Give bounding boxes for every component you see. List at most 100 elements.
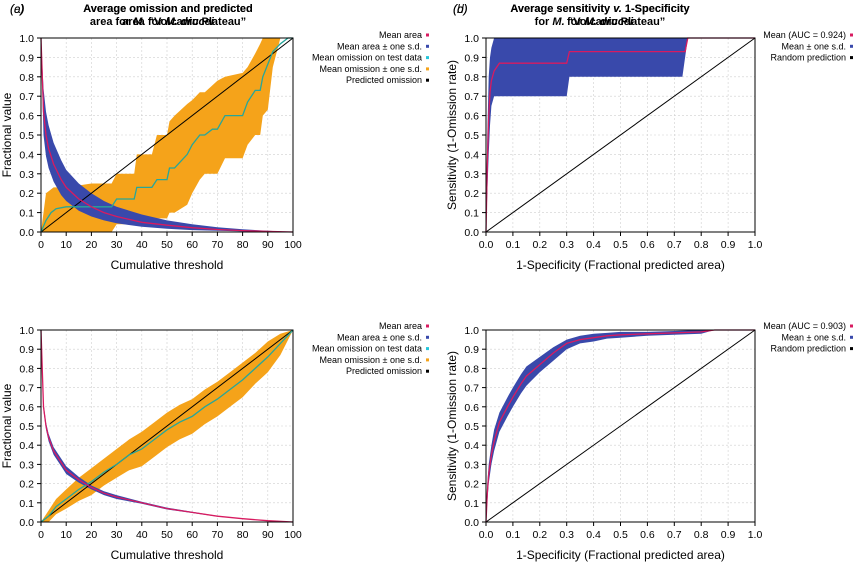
panel-letter: (a) <box>10 2 25 16</box>
y-tick-label: 0.6 <box>19 402 34 414</box>
legend-swatch <box>426 358 429 362</box>
series-line-predicted-omission <box>40 329 294 523</box>
series-line-random-prediction <box>485 329 756 523</box>
legend-swatch <box>850 56 853 60</box>
legend: Mean (AUC = 0.903)Mean ± one s.d. Random … <box>763 321 853 354</box>
x-tick-label: 30 <box>111 239 123 251</box>
panel-title-line-1: Average omission and predicted <box>83 3 253 15</box>
legend-label: Mean omission on test data <box>312 344 422 354</box>
y-tick-label: 0.4 <box>19 440 34 452</box>
axis-ticks: 0 10 20 30 40 50 60 70 80 90 100 0.0 0.1 0.2 0.3 0.4 0.5… <box>19 33 302 251</box>
series-line-mean-area <box>40 329 294 523</box>
legend-label: Predicted omission <box>346 366 422 376</box>
y-tick-label: 0.8 <box>19 363 34 375</box>
x-axis-label: Cumulative threshold <box>111 258 224 272</box>
y-tick-label: 0.9 <box>464 344 479 356</box>
y-tick-label: 0.2 <box>19 479 34 491</box>
series-line-mean-auc-0-903 <box>485 329 755 523</box>
y-tick-label: 0.8 <box>19 72 34 84</box>
legend-label: Random prediction <box>770 53 846 63</box>
y-tick-label: 0.5 <box>19 130 34 142</box>
panel-title-line-2: for M. “Volcanic Plateau” <box>535 16 666 28</box>
legend-label: Random prediction <box>770 344 846 354</box>
y-tick-label: 0.0 <box>464 227 479 239</box>
y-tick-label: 0.1 <box>464 498 479 510</box>
legend-label: Mean area ± one s.d. <box>337 41 422 51</box>
series-line-predicted-omission <box>40 37 294 233</box>
legend-swatch <box>850 335 853 339</box>
x-tick-label: 60 <box>186 239 198 251</box>
y-tick-label: 0.3 <box>464 459 479 471</box>
x-tick-label: 90 <box>262 529 274 541</box>
x-tick-label: 0.3 <box>559 239 574 251</box>
series-line-mean-omission-on-test-data <box>40 329 294 523</box>
legend-swatch <box>426 324 429 328</box>
y-tick-label: 1.0 <box>19 325 34 337</box>
x-tick-label: 0.0 <box>479 529 494 541</box>
x-tick-label: 0 <box>38 239 44 251</box>
legend-swatch <box>850 44 853 48</box>
legend-swatch <box>426 78 429 82</box>
y-tick-label: 0.0 <box>19 517 34 529</box>
y-axis-label: Fractional value <box>0 92 14 177</box>
legend-label: Mean omission on test data <box>312 53 422 63</box>
x-tick-label: 0.5 <box>613 239 628 251</box>
x-tick-label: 0.7 <box>667 529 682 541</box>
x-tick-label: 100 <box>284 239 302 251</box>
x-tick-label: 0.1 <box>506 239 521 251</box>
legend-swatch <box>426 56 429 60</box>
y-tick-label: 0.7 <box>19 383 34 395</box>
y-tick-label: 0.9 <box>19 344 34 356</box>
y-tick-label: 0.5 <box>464 130 479 142</box>
y-tick-label: 0.1 <box>19 208 34 220</box>
legend-swatch <box>426 347 429 351</box>
series-line-random-prediction <box>485 37 756 233</box>
x-axis-label: Cumulative threshold <box>111 548 224 562</box>
y-tick-label: 0.7 <box>464 383 479 395</box>
x-tick-label: 0.1 <box>506 529 521 541</box>
series-line-mean-area <box>40 37 294 233</box>
x-tick-label: 0.7 <box>667 239 682 251</box>
panel-title-line-1: Average omission and predicted <box>83 3 253 15</box>
panel-letter: (c) <box>10 2 24 16</box>
y-tick-label: 0.8 <box>464 72 479 84</box>
legend-swatch <box>426 335 429 339</box>
y-tick-label: 0.4 <box>19 149 34 161</box>
y-tick-label: 0.7 <box>464 91 479 103</box>
legend-label: Mean area <box>379 30 422 40</box>
legend-swatch <box>850 33 853 37</box>
legend-label: Mean (AUC = 0.903) <box>763 321 846 331</box>
y-tick-label: 0.3 <box>19 169 34 181</box>
legend-label: Mean area <box>379 321 422 331</box>
plot-area <box>40 37 294 233</box>
legend-swatch <box>426 44 429 48</box>
panel-title-line-1: Average sensitivity v. 1-Specificity <box>510 3 690 15</box>
y-tick-label: 1.0 <box>464 325 479 337</box>
panel-letter: (b) <box>453 2 468 16</box>
y-tick-label: 0.3 <box>19 459 34 471</box>
legend-swatch <box>426 67 429 71</box>
plot-area <box>40 329 294 523</box>
y-tick-label: 0.0 <box>19 227 34 239</box>
panel-d: (d) Average sensitivity v. 1-Specificityf… <box>445 2 853 562</box>
x-axis-label: 1-Specificity (Fractional predicted area… <box>516 548 725 562</box>
x-tick-label: 0.2 <box>532 529 547 541</box>
y-tick-label: 0.3 <box>464 169 479 181</box>
x-tick-label: 0.4 <box>586 239 601 251</box>
x-tick-label: 50 <box>161 239 173 251</box>
x-tick-label: 0.9 <box>721 529 736 541</box>
axis-ticks: 0.0 0.1 0.2 0.3 0.4 0.5 0.6 0.7 0.8 0.9 1.0 0.0 0.1 0… <box>464 325 762 541</box>
y-tick-label: 0.5 <box>19 421 34 433</box>
plot-area <box>485 37 756 233</box>
legend-label: Mean omission ± one s.d. <box>320 64 423 74</box>
x-tick-label: 0.8 <box>694 529 709 541</box>
y-axis-label: Sensitivity (1-Omission rate) <box>445 351 459 501</box>
x-tick-label: 1.0 <box>748 239 763 251</box>
x-tick-label: 10 <box>60 239 72 251</box>
y-tick-label: 0.6 <box>464 111 479 123</box>
y-tick-label: 0.2 <box>464 188 479 200</box>
y-tick-label: 0.1 <box>464 208 479 220</box>
